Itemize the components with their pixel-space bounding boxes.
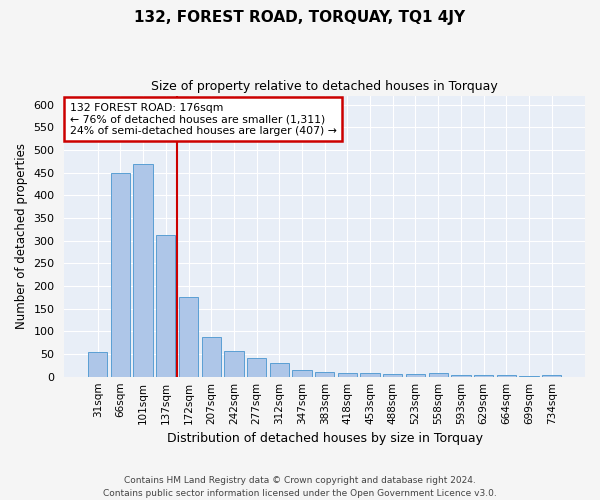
- Text: 132 FOREST ROAD: 176sqm
← 76% of detached houses are smaller (1,311)
24% of semi: 132 FOREST ROAD: 176sqm ← 76% of detache…: [70, 102, 337, 136]
- Bar: [428, 373, 448, 376]
- Bar: [156, 235, 175, 376]
- Bar: [111, 172, 130, 376]
- Bar: [179, 298, 198, 376]
- Bar: [88, 352, 107, 376]
- Bar: [383, 374, 403, 376]
- Bar: [406, 374, 425, 376]
- Y-axis label: Number of detached properties: Number of detached properties: [15, 143, 28, 329]
- Bar: [224, 351, 244, 376]
- Title: Size of property relative to detached houses in Torquay: Size of property relative to detached ho…: [151, 80, 498, 93]
- Bar: [202, 337, 221, 376]
- Bar: [292, 370, 311, 376]
- X-axis label: Distribution of detached houses by size in Torquay: Distribution of detached houses by size …: [167, 432, 483, 445]
- Text: 132, FOREST ROAD, TORQUAY, TQ1 4JY: 132, FOREST ROAD, TORQUAY, TQ1 4JY: [134, 10, 466, 25]
- Text: Contains HM Land Registry data © Crown copyright and database right 2024.
Contai: Contains HM Land Registry data © Crown c…: [103, 476, 497, 498]
- Bar: [269, 363, 289, 376]
- Bar: [338, 373, 357, 376]
- Bar: [361, 373, 380, 376]
- Bar: [315, 372, 334, 376]
- Bar: [133, 164, 153, 376]
- Bar: [247, 358, 266, 376]
